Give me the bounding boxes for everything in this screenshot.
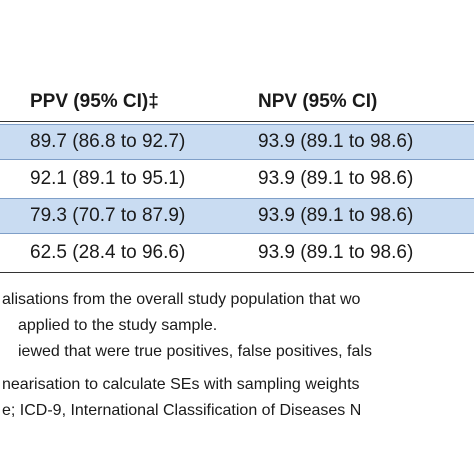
cell: 93.9 (89.1 to 98.6) (258, 205, 414, 226)
footnote: e; ICD-9, International Classification o… (2, 402, 362, 419)
cell: 93.9 (89.1 to 98.6) (258, 242, 414, 263)
rule (0, 272, 474, 273)
table-row: 89.7 (86.8 to 92.7) 93.9 (89.1 to 98.6) (0, 124, 474, 160)
footnote: alisations from the overall study popula… (2, 291, 361, 308)
header-row: PPV (95% CI)‡ NPV (95% CI) (0, 88, 474, 116)
footnote: applied to the study sample. (18, 317, 218, 334)
cell: 79.3 (70.7 to 87.9) (30, 205, 186, 226)
header-cell: NPV (95% CI) (258, 91, 378, 112)
rule (0, 121, 474, 122)
table-row: 92.1 (89.1 to 95.1) 93.9 (89.1 to 98.6) (0, 161, 474, 197)
cell: 62.5 (28.4 to 96.6) (30, 242, 186, 263)
table-row: 79.3 (70.7 to 87.9) 93.9 (89.1 to 98.6) (0, 198, 474, 234)
cell: 93.9 (89.1 to 98.6) (258, 168, 414, 189)
footnote: nearisation to calculate SEs with sampli… (2, 376, 360, 393)
cell: 89.7 (86.8 to 92.7) (30, 131, 186, 152)
cell: 93.9 (89.1 to 98.6) (258, 131, 414, 152)
cell: 92.1 (89.1 to 95.1) (30, 168, 186, 189)
table-row: 62.5 (28.4 to 96.6) 93.9 (89.1 to 98.6) (0, 235, 474, 271)
header-cell: PPV (95% CI)‡ (30, 91, 159, 112)
footnote: iewed that were true positives, false po… (18, 343, 372, 360)
